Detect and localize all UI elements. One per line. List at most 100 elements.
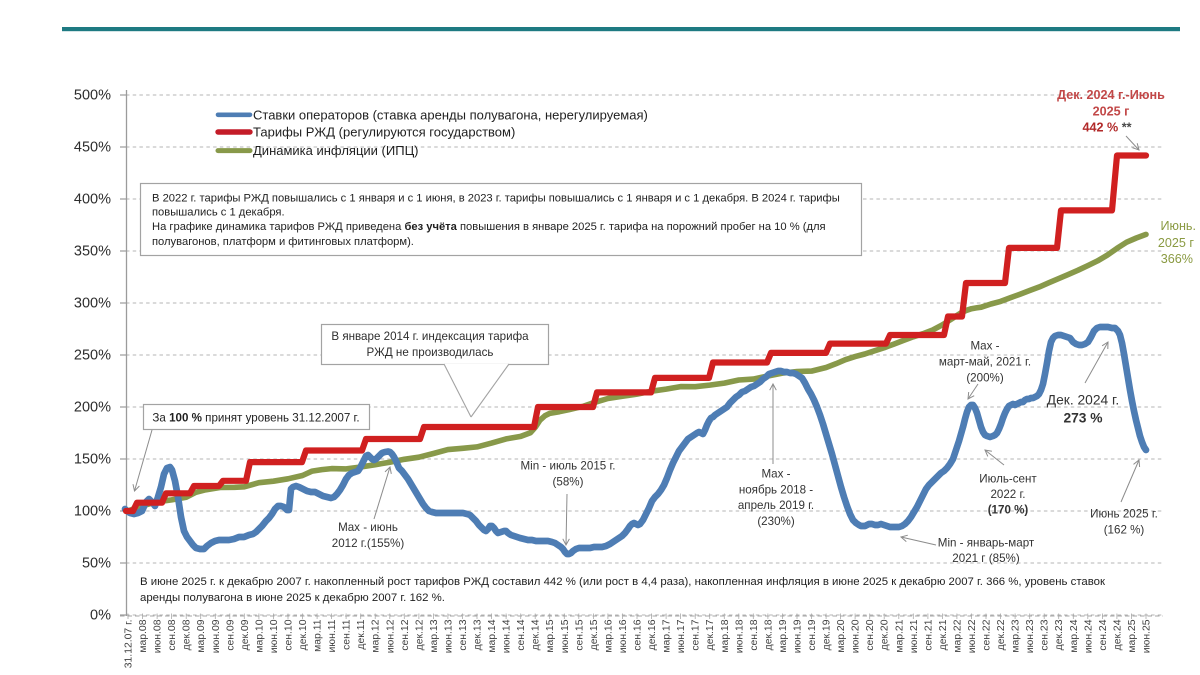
svg-text:июн.17: июн.17	[676, 619, 687, 653]
svg-text:сен.24: сен.24	[1098, 619, 1109, 650]
svg-text:В июне 2025 г. к декабрю 200: В июне 2025 г. к декабрю 2007 г. накопле…	[140, 576, 1106, 588]
svg-text:мар.14: мар.14	[487, 619, 498, 652]
svg-text:дек.23: дек.23	[1054, 619, 1065, 650]
svg-text:сен.22: сен.22	[982, 619, 993, 650]
svg-text:дек.17: дек.17	[705, 619, 716, 650]
svg-text:мар.22: мар.22	[952, 619, 963, 652]
svg-text:мар.13: мар.13	[429, 619, 440, 652]
svg-text:сен.17: сен.17	[691, 619, 702, 650]
svg-text:июн.14: июн.14	[502, 619, 513, 653]
svg-text:полувагонов, платформ и фитинг: полувагонов, платформ и фитинговых платф…	[152, 236, 414, 248]
svg-text:дек.22: дек.22	[996, 619, 1007, 650]
svg-text:июн.12: июн.12	[385, 619, 396, 653]
svg-text:РЖД не производилась: РЖД не производилась	[367, 346, 494, 359]
svg-text:дек.15: дек.15	[589, 619, 600, 650]
svg-text:июн.09: июн.09	[211, 619, 222, 653]
svg-text:Июнь 2025 г.: Июнь 2025 г.	[1090, 508, 1158, 521]
svg-text:(58%): (58%)	[553, 476, 584, 489]
svg-text:сен.08: сен.08	[167, 619, 178, 650]
svg-text:сен.21: сен.21	[923, 619, 934, 650]
svg-text:0%: 0%	[90, 608, 111, 624]
svg-text:сен.23: сен.23	[1040, 619, 1051, 650]
svg-text:31.12.07 г.: 31.12.07 г.	[124, 620, 135, 669]
svg-text:Июнь.: Июнь.	[1160, 219, 1196, 233]
svg-text:Max - июнь: Max - июнь	[338, 521, 398, 534]
svg-text:мар.17: мар.17	[662, 619, 673, 652]
svg-text:дек.12: дек.12	[414, 619, 425, 650]
svg-text:100%: 100%	[74, 504, 111, 520]
svg-text:июн.19: июн.19	[793, 619, 804, 653]
svg-text:(162 %): (162 %)	[1104, 524, 1145, 537]
svg-text:200%: 200%	[74, 400, 111, 416]
svg-text:450%: 450%	[74, 140, 111, 156]
svg-text:дек.24: дек.24	[1112, 619, 1123, 650]
svg-text:сен.20: сен.20	[865, 619, 876, 650]
svg-text:мар.15: мар.15	[545, 619, 556, 652]
svg-text:За 100 % принят уровень 31.12.: За 100 % принят уровень 31.12.2007 г.	[152, 412, 359, 425]
svg-text:273 %: 273 %	[1063, 411, 1102, 426]
svg-text:дек.08: дек.08	[182, 619, 193, 650]
svg-text:март-май, 2021 г.: март-май, 2021 г.	[939, 356, 1031, 369]
svg-text:мар.25: мар.25	[1127, 619, 1138, 652]
svg-text:Max -: Max -	[971, 340, 1000, 353]
svg-text:сен.13: сен.13	[458, 619, 469, 650]
svg-text:июн.24: июн.24	[1083, 619, 1094, 653]
svg-text:500%: 500%	[74, 88, 111, 104]
svg-text:Max -: Max -	[762, 468, 791, 481]
svg-text:2025 г: 2025 г	[1158, 236, 1195, 250]
svg-text:аренды полувагона в июне 2025: аренды полувагона в июне 2025 к декабрю …	[140, 592, 445, 604]
svg-text:мар.09: мар.09	[196, 619, 207, 652]
svg-text:июн.08: июн.08	[153, 619, 164, 653]
svg-text:июн.22: июн.22	[967, 619, 978, 653]
svg-text:Дек. 2024 г.-Июнь: Дек. 2024 г.-Июнь	[1057, 88, 1165, 102]
svg-text:июн.10: июн.10	[269, 619, 280, 653]
svg-text:июн.18: июн.18	[734, 619, 745, 653]
svg-text:дек.21: дек.21	[938, 619, 949, 650]
svg-text:2021 г (85%): 2021 г (85%)	[952, 552, 1020, 565]
svg-text:250%: 250%	[74, 348, 111, 364]
svg-text:Дек. 2024 г.: Дек. 2024 г.	[1047, 393, 1119, 408]
svg-text:мар.11: мар.11	[313, 619, 324, 652]
svg-text:(170 %): (170 %)	[988, 504, 1029, 517]
svg-text:дек.16: дек.16	[647, 619, 658, 650]
svg-text:2012 г.(155%): 2012 г.(155%)	[332, 537, 405, 550]
svg-text:сен.11: сен.11	[342, 619, 353, 650]
svg-text:мар.24: мар.24	[1069, 619, 1080, 652]
svg-text:(230%): (230%)	[757, 515, 795, 528]
svg-text:июн.25: июн.25	[1142, 619, 1153, 653]
svg-text:сен.18: сен.18	[749, 619, 760, 650]
svg-text:150%: 150%	[74, 452, 111, 468]
svg-text:июн.21: июн.21	[909, 619, 920, 653]
svg-text:дек.14: дек.14	[531, 619, 542, 650]
svg-text:дек.18: дек.18	[763, 619, 774, 650]
svg-text:мар.10: мар.10	[254, 619, 265, 652]
svg-text:мар.20: мар.20	[836, 619, 847, 652]
svg-text:дек.19: дек.19	[822, 619, 833, 650]
svg-text:Динамика инфляции (ИПЦ): Динамика инфляции (ИПЦ)	[253, 143, 419, 158]
svg-text:442 % **: 442 % **	[1082, 121, 1131, 135]
svg-text:сен.19: сен.19	[807, 619, 818, 650]
svg-text:июн.13: июн.13	[443, 619, 454, 653]
svg-text:(200%): (200%)	[966, 372, 1004, 385]
svg-text:Тарифы РЖД (регулируются госуд: Тарифы РЖД (регулируются государством)	[253, 125, 515, 140]
svg-text:350%: 350%	[74, 244, 111, 260]
svg-text:50%: 50%	[82, 556, 111, 572]
svg-text:мар.08: мар.08	[138, 619, 149, 652]
svg-text:апрель 2019 г.: апрель 2019 г.	[738, 499, 814, 512]
svg-text:2025 г: 2025 г	[1093, 105, 1130, 119]
svg-text:мар.19: мар.19	[778, 619, 789, 652]
svg-text:дек.13: дек.13	[473, 619, 484, 650]
svg-text:В январе 2014 г. индексация та: В январе 2014 г. индексация тарифа	[331, 330, 529, 343]
svg-text:июн.15: июн.15	[560, 619, 571, 653]
svg-text:Min - июль 2015 г.: Min - июль 2015 г.	[521, 460, 616, 473]
svg-text:В 2022 г. тарифы РЖД повышалис: В 2022 г. тарифы РЖД повышались с 1 янва…	[152, 193, 840, 205]
svg-text:сен.15: сен.15	[574, 619, 585, 650]
svg-text:сен.14: сен.14	[516, 619, 527, 650]
svg-text:дек.20: дек.20	[880, 619, 891, 650]
svg-text:Min - январь-март: Min - январь-март	[938, 537, 1035, 550]
svg-text:366%: 366%	[1161, 252, 1193, 266]
svg-text:сен.16: сен.16	[633, 619, 644, 650]
svg-text:Июль-сент: Июль-сент	[979, 473, 1037, 486]
svg-text:мар.21: мар.21	[894, 619, 905, 652]
svg-text:400%: 400%	[74, 192, 111, 208]
